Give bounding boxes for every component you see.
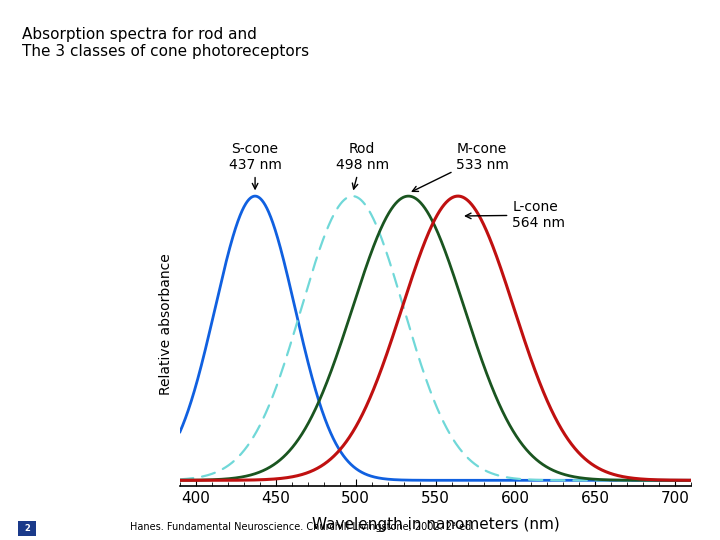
X-axis label: Wavelength in nanometers (nm): Wavelength in nanometers (nm) [312, 517, 559, 532]
Y-axis label: Relative absorbance: Relative absorbance [159, 253, 173, 395]
Text: Rod
498 nm: Rod 498 nm [336, 141, 389, 189]
Text: Absorption spectra for rod and
The 3 classes of cone photoreceptors: Absorption spectra for rod and The 3 cla… [22, 27, 309, 59]
Text: Hanes. Fundamental Neuroscience. Churchill Livingstone, 2002. 2³ ed.: Hanes. Fundamental Neuroscience. Churchi… [130, 522, 474, 532]
Text: S-cone
437 nm: S-cone 437 nm [229, 141, 282, 189]
Text: M-cone
533 nm: M-cone 533 nm [413, 141, 509, 191]
Text: 2: 2 [24, 524, 30, 532]
Text: L-cone
564 nm: L-cone 564 nm [466, 200, 565, 230]
